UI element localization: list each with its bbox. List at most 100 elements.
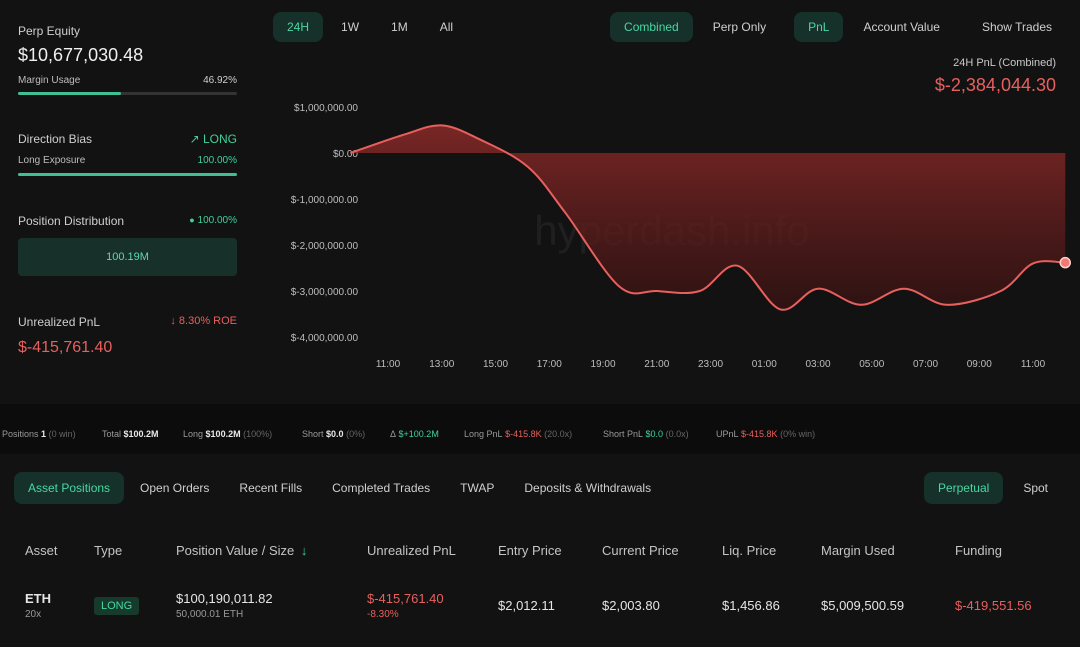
col-position-value[interactable]: Position Value / Size ↓ bbox=[176, 543, 307, 558]
stat-short-pnl-note: (0.0x) bbox=[665, 429, 689, 439]
position-distribution-value: 100.00% bbox=[197, 215, 237, 226]
x-tick-label: 17:00 bbox=[537, 359, 562, 370]
tab-perpetual[interactable]: Perpetual bbox=[923, 472, 1004, 504]
position-distribution-value-group: ● 100.00% bbox=[189, 215, 237, 226]
cell-position-value: $100,190,011.82 bbox=[176, 591, 273, 606]
direction-bias-value: LONG bbox=[202, 132, 237, 146]
stat-long-pnl-label: Long PnL bbox=[464, 429, 503, 439]
tab-asset-positions[interactable]: Asset Positions bbox=[14, 472, 125, 504]
margin-usage-value: 46.92% bbox=[203, 75, 237, 86]
stat-long-label: Long bbox=[183, 429, 204, 439]
stat-short-pnl: Short PnL $0.0 (0.0x) bbox=[603, 429, 689, 439]
x-tick-label: 03:00 bbox=[805, 359, 830, 370]
stat-long-pnl-note: (20.0x) bbox=[544, 429, 573, 439]
position-distribution-label: Position Distribution bbox=[18, 214, 125, 228]
y-tick-label: $-4,000,000.00 bbox=[291, 333, 359, 344]
tab-all[interactable]: All bbox=[426, 12, 467, 42]
stat-upnl-label: UPnL bbox=[716, 429, 739, 439]
col-asset[interactable]: Asset bbox=[25, 543, 58, 558]
y-tick-label: $-1,000,000.00 bbox=[291, 195, 359, 206]
tab-twap[interactable]: TWAP bbox=[446, 472, 508, 504]
tab-1w[interactable]: 1W bbox=[327, 12, 373, 42]
perp-equity-value: $10,677,030.48 bbox=[18, 45, 144, 65]
account-summary-panel: Perp Equity $10,677,030.48 Margin Usage … bbox=[0, 0, 256, 420]
col-current-price[interactable]: Current Price bbox=[602, 543, 679, 558]
long-exposure-bar-fill bbox=[18, 173, 237, 176]
tab-open-orders[interactable]: Open Orders bbox=[126, 472, 223, 504]
show-trades-button[interactable]: Show Trades bbox=[968, 12, 1066, 42]
time-range-tabs: 24H 1W 1M All bbox=[273, 12, 467, 44]
x-tick-label: 11:00 bbox=[376, 359, 401, 370]
unrealized-pnl-roe-group: ↓ 8.30% ROE bbox=[170, 315, 237, 327]
x-tick-label: 01:00 bbox=[752, 359, 777, 370]
pnl-summary-value: $-2,384,044.30 bbox=[934, 75, 1056, 95]
chart-mode-tabs: Combined Perp Only PnL Account Value Sho… bbox=[610, 12, 1066, 42]
stat-upnl: UPnL $-415.8K (0% win) bbox=[716, 429, 815, 439]
cell-current-price: $2,003.80 bbox=[602, 598, 660, 613]
x-tick-label: 19:00 bbox=[590, 359, 615, 370]
stat-total-label: Total bbox=[102, 429, 122, 439]
tab-combined[interactable]: Combined bbox=[610, 12, 693, 42]
y-tick-label: $-2,000,000.00 bbox=[291, 241, 359, 252]
pnl-series bbox=[350, 124, 1071, 311]
x-tick-label: 15:00 bbox=[483, 359, 508, 370]
perp-equity-label: Perp Equity bbox=[18, 24, 81, 38]
stat-short-value: $0.0 bbox=[326, 429, 344, 439]
arrow-down-icon: ↓ bbox=[170, 315, 176, 327]
unrealized-pnl-roe: 8.30% ROE bbox=[178, 315, 237, 327]
col-funding[interactable]: Funding bbox=[955, 543, 1002, 558]
stat-positions-note: (0 win) bbox=[48, 429, 76, 439]
stat-total: Total $100.2M bbox=[102, 429, 159, 439]
x-tick-label: 11:00 bbox=[1021, 359, 1046, 370]
tab-1m[interactable]: 1M bbox=[377, 12, 422, 42]
tab-recent-fills[interactable]: Recent Fills bbox=[225, 472, 316, 504]
stat-positions-label: Positions bbox=[2, 429, 39, 439]
type-badge: LONG bbox=[94, 597, 140, 615]
cell-liq-price: $1,456.86 bbox=[722, 598, 780, 613]
stat-delta-value: $+100.2M bbox=[398, 429, 439, 439]
tab-account-value[interactable]: Account Value bbox=[849, 12, 954, 42]
cell-asset: ETH bbox=[25, 591, 51, 606]
margin-usage-label: Margin Usage bbox=[18, 75, 81, 86]
tab-pnl[interactable]: PnL bbox=[794, 12, 844, 42]
stat-short-pnl-value: $0.0 bbox=[645, 429, 664, 439]
y-tick-label: $1,000,000.00 bbox=[294, 103, 358, 114]
tab-spot[interactable]: Spot bbox=[1009, 472, 1062, 504]
col-type[interactable]: Type bbox=[94, 543, 123, 558]
cell-unrealized-pnl-pct: -8.30% bbox=[367, 609, 399, 620]
cell-position-size: 50,000.01 ETH bbox=[176, 609, 244, 620]
col-entry-price[interactable]: Entry Price bbox=[498, 543, 562, 558]
col-unrealized-pnl[interactable]: Unrealized PnL bbox=[367, 543, 456, 558]
stat-positions-value: 1 bbox=[41, 429, 47, 439]
col-margin-used[interactable]: Margin Used bbox=[821, 543, 895, 558]
tab-perp-only[interactable]: Perp Only bbox=[699, 12, 780, 42]
stat-delta-label: Δ bbox=[390, 429, 397, 439]
x-tick-label: 07:00 bbox=[913, 359, 938, 370]
cell-margin-used: $5,009,500.59 bbox=[821, 598, 905, 613]
x-axis: 11:00 13:00 15:00 17:00 19:00 21:00 23:00 01:00… bbox=[376, 359, 1046, 370]
stat-long-pnl: Long PnL $-415.8K (20.0x) bbox=[464, 429, 572, 439]
pnl-chart[interactable]: $1,000,000.00 $0.00 $-1,000,000.00 $-2,000,… bbox=[0, 0, 1080, 400]
arrow-down-icon: ↓ bbox=[300, 543, 308, 558]
direction-bias-label: Direction Bias bbox=[18, 132, 93, 146]
margin-usage-bar bbox=[18, 92, 237, 95]
x-tick-label: 13:00 bbox=[429, 359, 454, 370]
trend-up-icon: ↗ bbox=[189, 132, 200, 146]
x-tick-label: 05:00 bbox=[859, 359, 884, 370]
stat-upnl-note: (0% win) bbox=[780, 429, 816, 439]
tab-deposits-withdrawals[interactable]: Deposits & Withdrawals bbox=[510, 472, 665, 504]
pnl-line bbox=[350, 124, 1066, 311]
tab-24h[interactable]: 24H bbox=[273, 12, 324, 42]
pnl-summary-title: 24H PnL (Combined) bbox=[953, 57, 1056, 69]
stat-total-value: $100.2M bbox=[123, 429, 159, 439]
cell-unrealized-pnl: $-415,761.40 bbox=[367, 591, 444, 606]
unrealized-pnl-value: $-415,761.40 bbox=[18, 339, 113, 356]
tab-completed-trades[interactable]: Completed Trades bbox=[318, 472, 444, 504]
y-tick-label: $0.00 bbox=[333, 149, 358, 160]
stat-long-value: $100.2M bbox=[205, 429, 241, 439]
pnl-latest-point[interactable] bbox=[1059, 256, 1071, 269]
stat-delta: Δ $+100.2M bbox=[390, 429, 439, 439]
direction-bias-value-group: ↗ LONG bbox=[190, 132, 237, 146]
col-liq-price[interactable]: Liq. Price bbox=[722, 543, 777, 558]
position-distribution-bar[interactable]: 100.19M bbox=[18, 238, 237, 276]
